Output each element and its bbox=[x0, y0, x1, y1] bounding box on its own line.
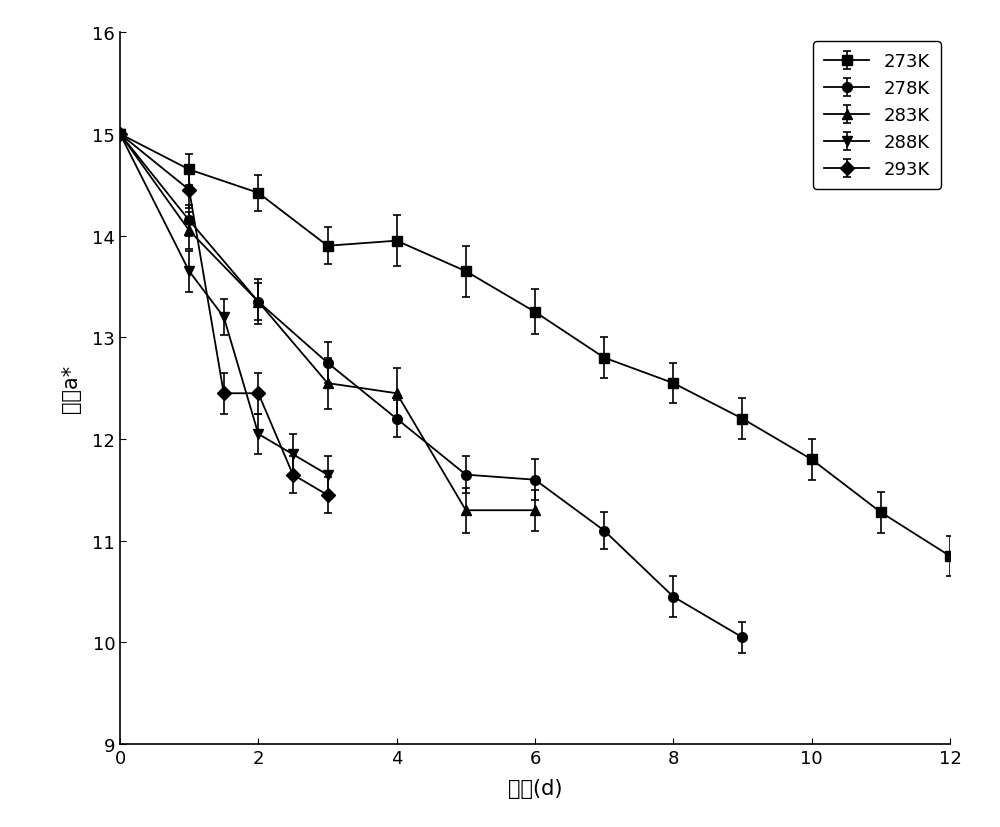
Y-axis label: 红度a*: 红度a* bbox=[61, 365, 81, 413]
Legend: 273K, 278K, 283K, 288K, 293K: 273K, 278K, 283K, 288K, 293K bbox=[813, 42, 941, 189]
X-axis label: 时间(d): 时间(d) bbox=[508, 778, 562, 798]
